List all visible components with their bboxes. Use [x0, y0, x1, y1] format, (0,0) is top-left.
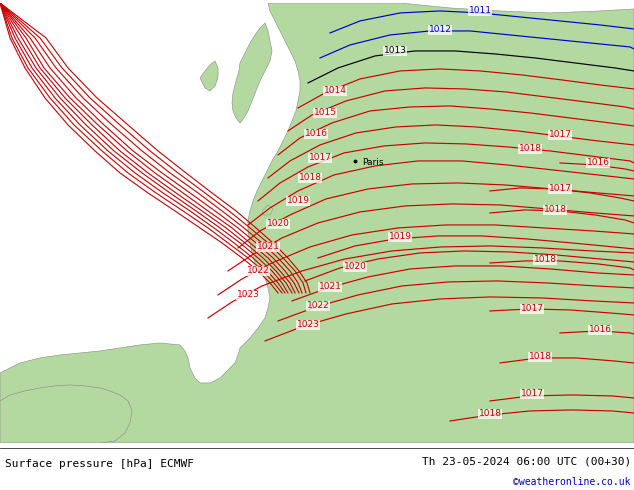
Text: 1017: 1017	[548, 130, 571, 140]
Text: 1018: 1018	[529, 352, 552, 362]
Text: 1020: 1020	[266, 220, 290, 228]
Text: 1016: 1016	[304, 129, 328, 139]
Text: 1022: 1022	[307, 301, 330, 311]
Polygon shape	[0, 385, 132, 443]
Text: 1018: 1018	[299, 173, 321, 182]
Text: 1012: 1012	[429, 25, 451, 34]
Text: 1017: 1017	[521, 390, 543, 398]
Text: ©weatheronline.co.uk: ©weatheronline.co.uk	[514, 477, 631, 487]
Text: 1017: 1017	[521, 304, 543, 314]
Text: 1017: 1017	[548, 184, 571, 194]
Text: 1023: 1023	[236, 291, 259, 299]
Text: 1018: 1018	[533, 255, 557, 265]
Text: Th 23-05-2024 06:00 UTC (00+30): Th 23-05-2024 06:00 UTC (00+30)	[422, 456, 631, 466]
Text: 1018: 1018	[519, 145, 541, 153]
Polygon shape	[0, 3, 634, 443]
Text: 1022: 1022	[247, 267, 269, 275]
Text: 1021: 1021	[257, 243, 280, 251]
Text: 1020: 1020	[344, 263, 366, 271]
Text: 1011: 1011	[469, 6, 491, 16]
Text: 1016: 1016	[586, 158, 609, 168]
Text: Paris: Paris	[362, 158, 384, 168]
Text: Surface pressure [hPa] ECMWF: Surface pressure [hPa] ECMWF	[5, 459, 194, 468]
Polygon shape	[262, 205, 273, 215]
Text: 1013: 1013	[384, 47, 406, 55]
Text: 1018: 1018	[479, 410, 501, 418]
Polygon shape	[200, 61, 218, 91]
Polygon shape	[232, 23, 272, 123]
Text: 1019: 1019	[287, 196, 309, 205]
Text: 1014: 1014	[323, 86, 346, 96]
Text: 1021: 1021	[318, 282, 342, 292]
Text: 1018: 1018	[543, 205, 567, 215]
Text: 1015: 1015	[313, 108, 337, 118]
Text: 1023: 1023	[297, 320, 320, 329]
Text: 1019: 1019	[389, 232, 411, 242]
Text: 1017: 1017	[309, 153, 332, 163]
Text: 1016: 1016	[588, 325, 612, 335]
